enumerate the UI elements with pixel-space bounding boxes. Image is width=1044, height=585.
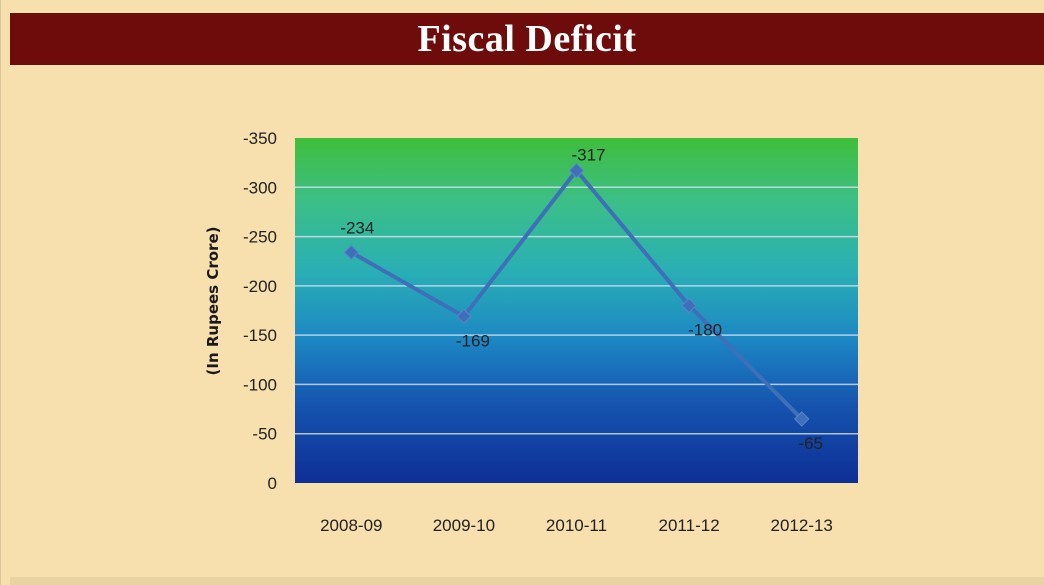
data-label: -169 <box>456 331 490 350</box>
y-tick-label: -150 <box>243 326 277 345</box>
data-point <box>793 411 810 427</box>
y-tick-label: -300 <box>243 178 277 197</box>
data-label: -317 <box>571 146 605 165</box>
data-label: -180 <box>688 321 722 340</box>
data-label: -65 <box>798 434 823 453</box>
plot-area <box>295 138 858 483</box>
data-point <box>568 162 585 179</box>
x-tick-label: 2011-12 <box>659 516 720 535</box>
y-tick-label: 0 <box>268 474 277 493</box>
x-tick-label: 2010-11 <box>546 516 607 535</box>
y-tick-label: -50 <box>252 425 277 444</box>
footer-strip <box>10 577 1044 585</box>
y-tick-label: -250 <box>243 228 277 247</box>
x-tick-label: 2008-09 <box>320 516 382 535</box>
data-label: -234 <box>340 218 374 237</box>
y-tick-label: -200 <box>243 277 277 296</box>
data-labels: -234 -169 -317 -180 -65 <box>340 146 823 453</box>
y-axis: -350 -300 -250 -200 -150 -100 -50 0 <box>243 129 277 493</box>
data-point <box>343 244 360 261</box>
y-tick-label: -350 <box>243 129 277 148</box>
x-axis: 2008-09 2009-10 2010-11 2011-12 2012-13 <box>320 516 833 535</box>
chart-title: Fiscal Deficit <box>417 18 637 60</box>
data-point <box>456 308 472 325</box>
series-points <box>343 162 810 427</box>
gridlines <box>295 186 858 435</box>
data-point <box>681 297 697 314</box>
x-tick-label: 2012-13 <box>771 516 833 535</box>
x-tick-label: 2009-10 <box>433 516 495 535</box>
y-axis-label: (In Rupees Crore) <box>204 227 222 376</box>
y-tick-label: -100 <box>243 375 277 394</box>
title-banner: Fiscal Deficit <box>10 13 1044 65</box>
